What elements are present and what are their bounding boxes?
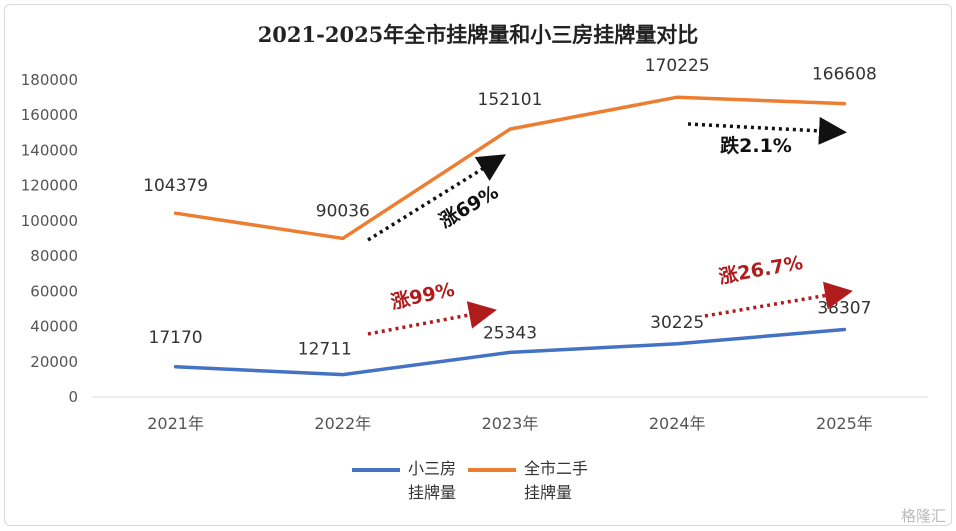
annotation-label: 跌2.1% bbox=[720, 134, 792, 157]
data-label: 90036 bbox=[316, 201, 370, 221]
data-label: 25343 bbox=[483, 323, 537, 343]
y-axis: 0 20000 40000 60000 80000 100000 120000 140000 1… bbox=[21, 71, 78, 406]
annotation-arrow bbox=[704, 281, 853, 318]
series-line-0 bbox=[173, 327, 847, 377]
watermark: 格隆汇 bbox=[901, 507, 946, 525]
annotation-arrow bbox=[367, 154, 506, 242]
annotation-label: 涨26.7% bbox=[717, 252, 804, 288]
data-label: 30225 bbox=[650, 313, 704, 333]
y-tick-label: 80000 bbox=[30, 247, 78, 265]
data-label: 152101 bbox=[478, 90, 543, 110]
annotation-label: 涨69% bbox=[436, 181, 503, 232]
chart-title: 2021-2025年全市挂牌量和小三房挂牌量对比 bbox=[258, 22, 699, 47]
legend-label: 全市二手 bbox=[524, 459, 588, 478]
y-tick-label: 40000 bbox=[30, 318, 78, 336]
annotations: 涨69% 跌2.1% 涨99% 涨26.7% bbox=[367, 116, 853, 336]
data-label: 104379 bbox=[143, 176, 208, 196]
y-tick-label: 120000 bbox=[21, 177, 78, 195]
x-tick-label: 2022年 bbox=[314, 414, 371, 433]
annotation-label: 涨99% bbox=[389, 279, 457, 314]
y-tick-label: 160000 bbox=[21, 106, 78, 124]
data-label: 166608 bbox=[812, 65, 877, 85]
data-label: 12711 bbox=[298, 340, 352, 360]
legend-label: 小三房 bbox=[408, 459, 456, 478]
chart-frame bbox=[4, 4, 952, 526]
data-label: 38307 bbox=[817, 299, 871, 319]
data-label: 17170 bbox=[149, 328, 203, 348]
annotation-arrow bbox=[687, 116, 847, 145]
legend-label: 挂牌量 bbox=[524, 483, 572, 502]
x-tick-label: 2023年 bbox=[482, 414, 539, 433]
x-tick-label: 2024年 bbox=[649, 414, 706, 433]
series-line-1 bbox=[173, 95, 847, 241]
y-tick-label: 180000 bbox=[21, 71, 78, 89]
y-tick-label: 0 bbox=[68, 388, 78, 406]
y-tick-label: 100000 bbox=[21, 212, 78, 230]
series-layer: 17170 12711 25343 30225 38307 104379 90036 1521… bbox=[143, 56, 877, 377]
x-tick-label: 2021年 bbox=[147, 414, 204, 433]
x-tick-label: 2025年 bbox=[816, 414, 873, 433]
y-tick-label: 60000 bbox=[30, 282, 78, 300]
legend-label: 挂牌量 bbox=[408, 483, 456, 502]
annotation-arrow bbox=[367, 301, 497, 336]
y-tick-label: 140000 bbox=[21, 141, 78, 159]
y-tick-label: 20000 bbox=[30, 353, 78, 371]
x-axis: 2021年 2022年 2023年 2024年 2025年 bbox=[147, 414, 873, 433]
data-label: 170225 bbox=[645, 56, 710, 76]
